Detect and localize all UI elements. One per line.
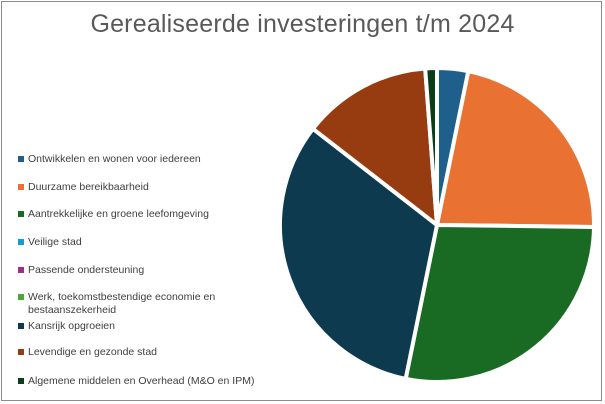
legend-item: Passende ondersteuning [18,264,258,277]
pie-slice [403,223,596,384]
legend-item: Kansrijk opgroeien [18,320,258,333]
chart-title: Gerealiseerde investeringen t/m 2024 [90,10,515,38]
pie-slice [435,69,596,229]
legend-swatch [18,323,24,329]
legend-label: Ontwikkelen en wonen voor iedereen [28,153,201,165]
legend-item: Algemene middelen en Overhead (M&O en IP… [18,375,258,388]
legend-label: Kansrijk opgroeien [28,320,115,332]
legend-swatch [18,378,24,384]
legend-swatch [18,211,24,217]
legend-swatch [18,184,24,190]
legend-swatch [18,349,24,355]
pie-slice [310,66,439,227]
legend-item: Duurzame bereikbaarheid [18,181,258,194]
legend-label: Werk, toekomstbestendige economie en bes… [28,291,216,316]
legend-item: Levendige en gezonde stad [18,346,258,359]
legend-label: Aantrekkelijke en groene leefomgeving [28,208,209,220]
legend-label: Veilige stad [28,236,82,248]
legend-label: Passende ondersteuning [28,264,145,276]
legend-item: Veilige stad [18,236,258,249]
legend-swatch [18,267,24,273]
pie-slice [278,126,439,381]
legend-swatch [18,156,24,162]
legend-swatch [18,239,24,245]
legend-swatch [18,294,24,300]
legend-item: Werk, toekomstbestendige economie en bes… [18,291,258,317]
pie-slice [423,66,439,227]
legend-label: Duurzame bereikbaarheid [28,181,149,193]
legend-item: Ontwikkelen en wonen voor iedereen [18,153,258,166]
legend-label: Levendige en gezonde stad [28,346,158,358]
legend-item: Aantrekkelijke en groene leefomgeving [18,208,258,221]
legend-label: Algemene middelen en Overhead (M&O en IP… [28,375,255,387]
